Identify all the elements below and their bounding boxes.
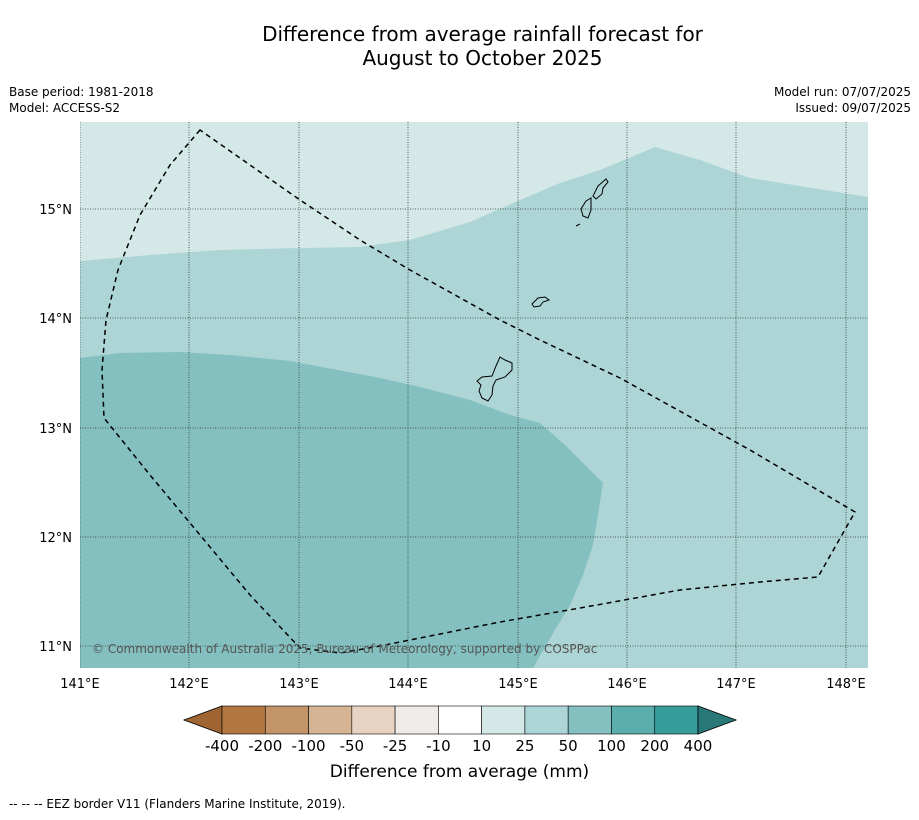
lat-label-11n: 11°N <box>39 640 72 655</box>
lon-label-148e: 148°E <box>826 677 866 692</box>
colorbar-swatch <box>438 705 482 735</box>
colorbar-extend-low <box>182 705 223 735</box>
colorbar-tick-label: -200 <box>248 737 282 755</box>
meta-right: Model run: 07/07/2025 Issued: 09/07/2025 <box>774 84 911 116</box>
colorbar-tick-label: -50 <box>340 737 365 755</box>
colorbar-swatch <box>394 705 439 735</box>
title-line-2: August to October 2025 <box>362 46 603 70</box>
lon-label-142e: 142°E <box>169 677 209 692</box>
lat-label-12n: 12°N <box>39 531 72 546</box>
lat-label-15n: 15°N <box>39 203 72 218</box>
colorbar-swatch <box>264 705 309 735</box>
model-name: Model: ACCESS-S2 <box>9 101 121 115</box>
lon-label-147e: 147°E <box>716 677 756 692</box>
colorbar-swatch <box>351 705 396 735</box>
aguijan-island <box>575 223 581 227</box>
map-area: © Commonwealth of Australia 2025, Bureau… <box>80 122 868 668</box>
colorbar-tick-label: 50 <box>559 737 578 755</box>
colorbar-label: Difference from average (mm) <box>329 762 590 782</box>
colorbar-swatch <box>481 705 526 735</box>
model-run: Model run: 07/07/2025 <box>773 85 911 99</box>
colorbar: -400 -200 -100 -50 -25 -10 10 25 50 100 200 400 <box>182 705 738 755</box>
colorbar-swatch <box>654 705 699 735</box>
lat-axis-labels: 15°N 14°N 13°N 12°N 11°N <box>39 203 72 655</box>
colorbar-tick-label: -100 <box>292 737 326 755</box>
eez-border-footnote: -- -- -- EEZ border V11 (Flanders Marine… <box>9 797 346 811</box>
graticule <box>80 122 868 668</box>
colorbar-extend-high <box>697 705 738 735</box>
lon-axis-labels: 141°E 142°E 143°E 144°E 145°E 146°E 147°… <box>60 677 866 692</box>
lon-label-141e: 141°E <box>60 677 100 692</box>
issued-date: Issued: 09/07/2025 <box>795 101 911 115</box>
lon-label-143e: 143°E <box>279 677 319 692</box>
band-50-100-region <box>80 352 603 668</box>
guam-island <box>476 356 513 402</box>
colorbar-tick-label: 400 <box>684 737 713 755</box>
meta-left: Base period: 1981-2018 Model: ACCESS-S2 <box>9 84 154 116</box>
rota-island <box>531 296 551 308</box>
colorbar-tick-label: 200 <box>640 737 669 755</box>
islands <box>476 178 609 402</box>
base-period: Base period: 1981-2018 <box>9 85 154 99</box>
chart-title: Difference from average rainfall forecas… <box>0 22 919 70</box>
colorbar-swatch <box>308 705 353 735</box>
lon-label-145e: 145°E <box>498 677 538 692</box>
title-line-1: Difference from average rainfall forecas… <box>262 22 703 46</box>
colorbar-tick-label: -400 <box>205 737 239 755</box>
saipan-island <box>592 178 609 200</box>
lat-label-13n: 13°N <box>39 422 72 437</box>
colorbar-swatch <box>611 705 656 735</box>
colorbar-tick-label: 25 <box>515 737 534 755</box>
lon-label-144e: 144°E <box>388 677 428 692</box>
colorbar-tick-label: 10 <box>472 737 491 755</box>
colorbar-tick-label: 100 <box>597 737 626 755</box>
lat-label-14n: 14°N <box>39 312 72 327</box>
colorbar-swatch <box>221 705 266 735</box>
colorbar-swatch <box>567 705 612 735</box>
colorbar-tick-label: -10 <box>426 737 451 755</box>
lon-label-146e: 146°E <box>607 677 647 692</box>
copyright-text: © Commonwealth of Australia 2025, Bureau… <box>92 642 597 656</box>
colorbar-swatch <box>524 705 569 735</box>
tinian-island <box>580 197 592 219</box>
colorbar-tick-label: -25 <box>383 737 408 755</box>
